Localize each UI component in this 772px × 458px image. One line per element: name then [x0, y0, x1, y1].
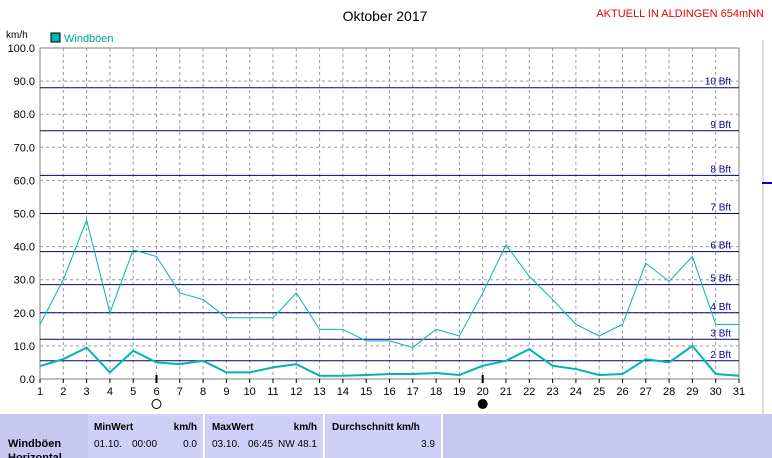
x-tick-label: 4: [107, 386, 113, 398]
x-tick-label: 16: [383, 386, 395, 398]
x-tick-label: 8: [200, 386, 206, 398]
separator: [441, 414, 443, 458]
x-tick-label: 5: [130, 386, 136, 398]
x-tick-label: 20: [477, 386, 489, 398]
stats-row-label: Windböen: [8, 438, 62, 450]
y-tick-label: 70.0: [14, 142, 35, 154]
min-date: 01.10.: [94, 439, 122, 450]
max-time: 06:45: [248, 439, 274, 450]
max-header: MaxWert: [212, 422, 254, 433]
x-axis: 1 2 3 4 5 6 7 8 9 10 11 12 13 14 15 16 17 18 19 20 21 22 23 24 2…: [37, 379, 745, 398]
y-tick-label: 100.0: [7, 43, 35, 55]
beaufort-label: 7 Bft: [710, 203, 731, 214]
series-line-windboeen: [39, 218, 739, 349]
legend-label: Windböen: [64, 33, 114, 45]
y-tick-label: 10.0: [14, 341, 35, 353]
beaufort-label: 8 Bft: [710, 164, 731, 175]
chart-title: Oktober 2017: [343, 8, 428, 24]
y-tick-label: 80.0: [14, 109, 35, 121]
y-tick-label: 20.0: [14, 308, 35, 320]
new-moon-icon: [477, 399, 488, 409]
min-time: 00:00: [132, 439, 158, 450]
x-tick-label: 14: [337, 386, 349, 398]
x-tick-label: 29: [686, 386, 698, 398]
max-unit: km/h: [293, 422, 317, 433]
min-value: 0.0: [183, 439, 197, 450]
stats-panel: Windböen Horizontal MinWert km/h 01.10. …: [0, 414, 772, 458]
x-tick-label: 31: [733, 386, 745, 398]
x-tick-label: 28: [663, 386, 675, 398]
max-dir: NW: [278, 439, 295, 450]
max-cell: MaxWert km/h 03.10. 06:45 NW 48.1: [206, 414, 323, 458]
y-tick-label: 30.0: [14, 275, 35, 287]
x-tick-label: 30: [710, 386, 722, 398]
x-tick-label: 25: [593, 386, 605, 398]
x-tick-label: 11: [267, 386, 278, 398]
y-unit-label: km/h: [6, 30, 28, 41]
y-tick-label: 40.0: [14, 242, 35, 254]
x-tick-label: 19: [453, 386, 465, 398]
x-tick-label: 3: [84, 386, 90, 398]
x-tick-label: 27: [640, 386, 652, 398]
x-tick-label: 2: [60, 386, 66, 398]
y-tick-label: 90.0: [14, 76, 35, 88]
x-tick-label: 22: [523, 386, 535, 398]
x-tick-label: 9: [223, 386, 229, 398]
separator: [203, 414, 205, 458]
avg-cell: Durchschnitt km/h 3.9: [326, 414, 441, 458]
min-header: MinWert: [94, 422, 134, 433]
x-tick-label: 13: [313, 386, 325, 398]
min-unit: km/h: [173, 422, 197, 433]
moon-markers: [151, 375, 488, 409]
x-tick-label: 1: [37, 386, 43, 398]
beaufort-label: 4 Bft: [710, 302, 731, 313]
x-tick-label: 23: [546, 386, 558, 398]
beaufort-label: 6 Bft: [710, 241, 731, 252]
full-moon-icon: [151, 399, 162, 409]
y-tick-label: 0.0: [20, 374, 35, 386]
beaufort-label: 10 Bft: [705, 77, 731, 88]
beaufort-label: 9 Bft: [710, 120, 731, 131]
beaufort-label: 3 Bft: [710, 328, 731, 339]
beaufort-label: 2 Bft: [710, 350, 731, 361]
series-group: [39, 218, 740, 377]
x-tick-label: 12: [290, 386, 302, 398]
y-tick-label: 60.0: [14, 175, 35, 187]
separator: [323, 414, 325, 458]
x-tick-label: 10: [244, 386, 256, 398]
wind-chart: Oktober 2017 AKTUELL IN ALDINGEN 654mNN …: [6, 8, 772, 414]
x-tick-label: 6: [153, 386, 159, 398]
min-cell: MinWert km/h 01.10. 00:00 0.0: [88, 414, 203, 458]
grid: [40, 48, 739, 379]
x-tick-label: 24: [570, 386, 582, 398]
x-tick-label: 26: [616, 386, 628, 398]
y-tick-label: 50.0: [14, 209, 35, 221]
max-date: 03.10.: [212, 439, 240, 450]
avg-value: 3.9: [421, 439, 435, 450]
max-value: 48.1: [297, 439, 317, 450]
x-tick-label: 7: [177, 386, 183, 398]
x-tick-label: 18: [430, 386, 442, 398]
x-tick-label: 21: [500, 386, 512, 398]
y-axis: 0.0 10.0 20.0 30.0 40.0 50.0 60.0 70.0 80.0 90.0 1…: [7, 43, 35, 386]
beaufort-lines: 2 Bft 3 Bft 4 Bft 5 Bft 6 Bft 7 Bft 8 Bft 9 Bft…: [40, 77, 739, 362]
station-title: AKTUELL IN ALDINGEN 654mNN: [596, 8, 764, 20]
series-line-secondary: [39, 344, 740, 377]
x-tick-label: 15: [360, 386, 372, 398]
x-tick-label: 17: [407, 386, 419, 398]
beaufort-label: 5 Bft: [710, 274, 731, 285]
stats-row-label-2: Horizontal: [8, 452, 62, 458]
avg-header: Durchschnitt km/h: [332, 422, 420, 433]
legend-swatch: [50, 32, 61, 43]
